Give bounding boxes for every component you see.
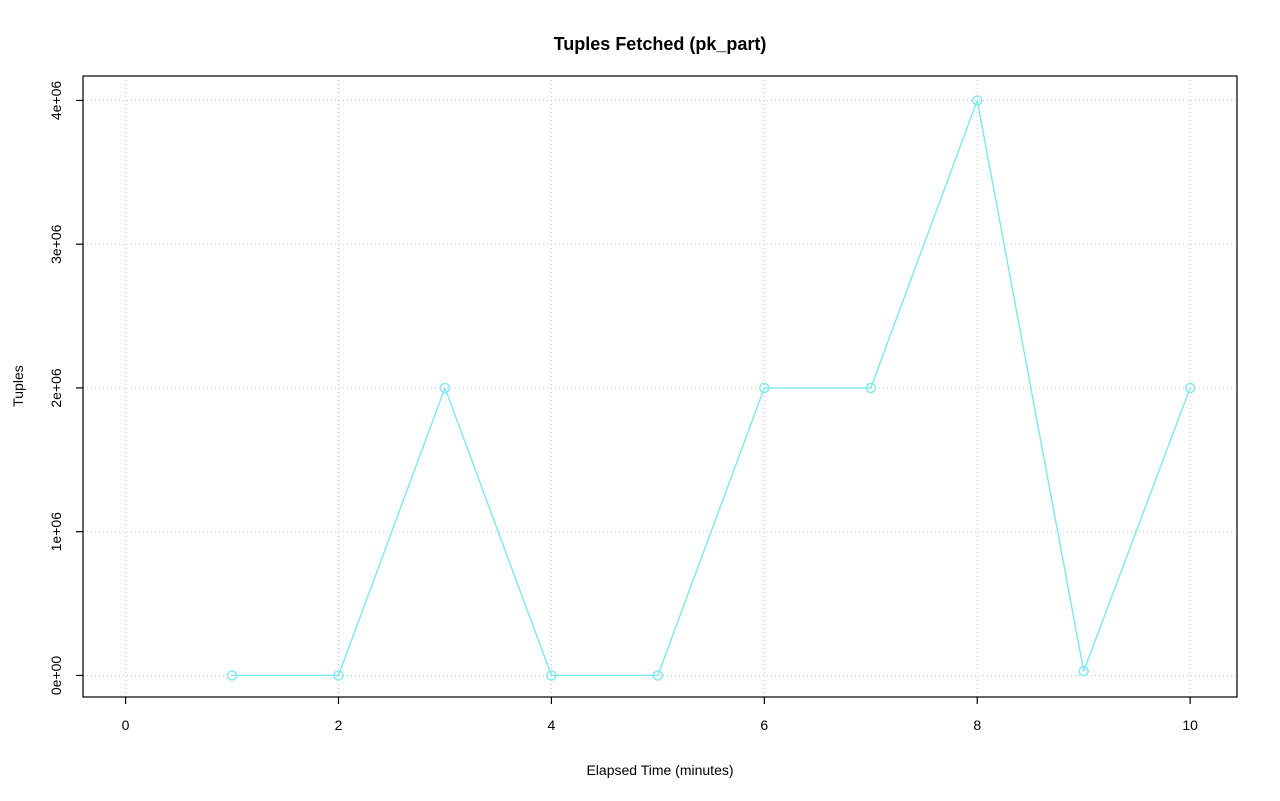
data-point (972, 95, 983, 106)
y-axis-tick-label: 0e+00 (48, 656, 64, 696)
x-axis-tick-label: 8 (973, 717, 981, 733)
y-axis-tick-label: 3e+06 (48, 224, 64, 264)
x-axis-tick-label: 0 (122, 717, 130, 733)
data-point (759, 382, 770, 394)
x-axis-tick-label: 10 (1182, 717, 1198, 733)
data-point (546, 670, 557, 681)
data-point (865, 382, 876, 394)
data-point (439, 382, 451, 394)
plot-border (82, 75, 1238, 698)
data-point (1078, 665, 1089, 677)
series-line (231, 99, 1191, 677)
y-axis-tick-label: 2e+06 (48, 368, 64, 408)
y-axis-tick-label: 1e+06 (48, 512, 64, 552)
data-point (333, 670, 344, 681)
x-axis-tick-label: 2 (335, 717, 343, 733)
x-axis-tick-label: 6 (760, 717, 768, 733)
data-point (226, 670, 238, 681)
chart-title: Tuples Fetched (pk_part) (553, 34, 767, 54)
x-axis-tick-label: 4 (548, 717, 556, 733)
data-point (1184, 382, 1196, 394)
x-axis-title: Elapsed Time (minutes) (586, 762, 734, 778)
y-axis-tick-label: 4e+06 (48, 81, 64, 121)
data-point (652, 670, 664, 681)
